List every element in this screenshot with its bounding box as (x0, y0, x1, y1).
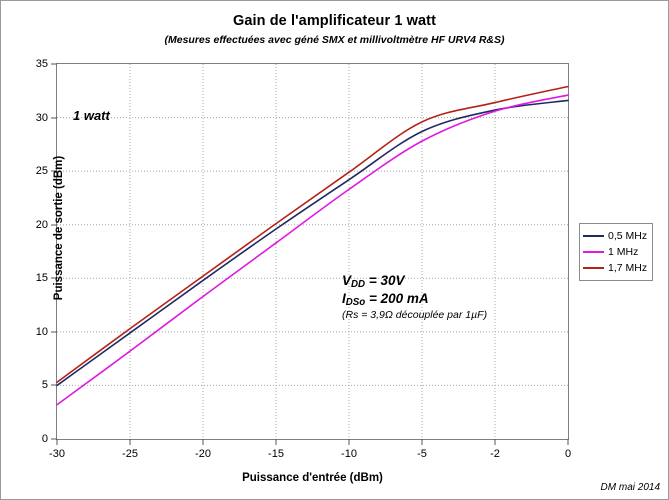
idso-subscript: DSo (345, 296, 366, 308)
x-tick-mark (421, 439, 423, 445)
chart-subtitle: (Mesures effectuées avec géné SMX et mil… (164, 34, 505, 46)
series-line (56, 99, 569, 387)
chart-legend: 0,5 MHz 1 MHz 1,7 MHz (579, 223, 654, 281)
x-tick-label: -5 (417, 448, 427, 460)
legend-color-swatch (583, 251, 604, 253)
rs-line: (Rs = 3,9Ω découplée par 1µF) (342, 308, 488, 321)
legend-label: 0,5 MHz (608, 230, 648, 242)
y-tick-label: 0 (41, 433, 48, 445)
x-tick-mark (56, 439, 58, 445)
y-tick-label: 25 (35, 165, 48, 178)
y-tick-label: 15 (35, 272, 48, 285)
x-tick-mark (348, 439, 350, 445)
legend-label: 1 MHz (608, 246, 639, 258)
vdd-subscript: DD (351, 278, 366, 290)
legend-color-swatch (583, 235, 604, 237)
x-tick-label: -25 (122, 448, 138, 460)
chart-title: Gain de l'amplificateur 1 watt (232, 13, 437, 29)
x-tick-label: -30 (49, 448, 65, 460)
x-tick-mark (202, 439, 204, 445)
y-tick-label: 35 (35, 58, 48, 70)
legend-item[interactable]: 1,7 MHz (583, 260, 647, 276)
x-tick-label: -10 (341, 448, 357, 460)
one-watt-annotation: 1 watt (73, 108, 110, 123)
y-tick-mark (51, 277, 57, 279)
footer-credit: DM mai 2014 (600, 482, 660, 493)
legend-color-swatch (583, 267, 604, 269)
x-tick-mark (567, 439, 569, 445)
y-axis-label: Puissance de sortie (dBm) (53, 155, 65, 301)
plot-area: 0 5 10 15 20 25 30 35 -30 -25 -20 -15 -10 -5 -2 0 Puis… (36, 58, 571, 484)
vdd-line: VDD = 30V (342, 272, 487, 290)
idso-line: IDSo = 200 mA (342, 290, 487, 308)
gridlines (57, 64, 568, 439)
idso-symbol: I (342, 290, 346, 306)
y-tick-label: 20 (35, 218, 48, 231)
vdd-symbol: V (342, 273, 352, 288)
operating-point-annotation: VDD = 30V IDSo = 200 mA (Rs = 3,9Ω décou… (342, 272, 487, 323)
series-lines (56, 85, 569, 406)
y-tick-mark (51, 170, 57, 172)
y-tick-mark (51, 117, 57, 119)
y-tick-mark (51, 438, 57, 440)
series-line (56, 85, 569, 384)
x-tick-label: -20 (195, 448, 211, 460)
x-tick-mark (275, 439, 277, 445)
idso-value: = 200 mA (365, 290, 429, 306)
y-tick-label: 10 (35, 325, 48, 338)
series-line (56, 94, 569, 406)
y-tick-label: 5 (41, 379, 48, 392)
x-axis-label: Puissance d'entrée (dBm) (242, 472, 383, 484)
x-tick-label: -15 (268, 448, 284, 460)
legend-item[interactable]: 0,5 MHz (583, 228, 647, 244)
x-tick-label: 0 (564, 448, 572, 460)
legend-item[interactable]: 1 MHz (583, 244, 647, 260)
y-tick-mark (51, 384, 57, 386)
x-tick-mark (129, 439, 131, 445)
x-tick-label: -2 (490, 448, 500, 460)
x-tick-mark (494, 439, 496, 445)
y-tick-mark (51, 331, 57, 333)
y-tick-mark (51, 63, 57, 65)
legend-label: 1,7 MHz (608, 262, 648, 274)
vdd-value: = 30V (365, 273, 405, 288)
y-tick-label: 30 (35, 111, 48, 124)
y-tick-mark (51, 224, 57, 226)
